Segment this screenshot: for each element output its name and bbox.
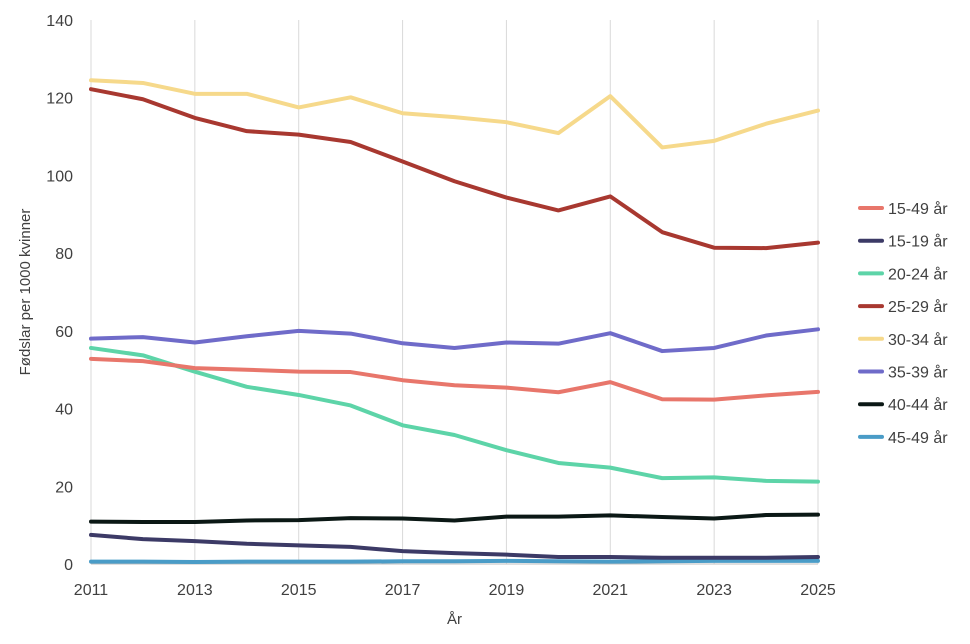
x-tick-label-2011: 2011 — [74, 582, 109, 599]
legend-label: 25-29 år — [888, 298, 948, 316]
y-axis-title: Fødslar per 1000 kvinner — [17, 209, 34, 376]
y-tick-label-0: 0 — [64, 557, 73, 574]
y-tick-label-100: 100 — [46, 168, 73, 185]
legend-item-25-29-r: 25-29 år — [858, 298, 948, 316]
x-tick-label-2013: 2013 — [177, 582, 213, 599]
x-tick-label-2023: 2023 — [696, 582, 732, 599]
legend: 15-49 år 15-19 år 20-24 år 25-29 år 30-34 år… — [858, 200, 948, 447]
y-tick-labels: 0 20 40 60 80 100 120 140 — [46, 13, 73, 574]
series-line-45-49-r — [89, 558, 820, 565]
legend-label: 15-19 år — [888, 233, 948, 251]
legend-label: 35-39 år — [888, 364, 948, 382]
x-tick-label-2021: 2021 — [592, 582, 628, 599]
x-tick-label-2019: 2019 — [489, 582, 525, 599]
series-line-15-49-r — [89, 356, 820, 402]
gridlines — [90, 20, 819, 564]
legend-label: 20-24 år — [888, 265, 948, 283]
series-line-35-39-r — [89, 327, 820, 354]
legend-label: 15-49 år — [888, 200, 948, 218]
series-lines — [89, 78, 820, 565]
y-tick-label-80: 80 — [55, 246, 73, 263]
y-tick-label-40: 40 — [55, 402, 73, 419]
y-tick-label-120: 120 — [46, 91, 73, 108]
legend-item-40-44-r: 40-44 år — [858, 396, 948, 414]
series-line-40-44-r — [89, 512, 820, 525]
x-tick-label-2025: 2025 — [800, 582, 836, 599]
legend-item-45-49-r: 45-49 år — [858, 429, 948, 447]
x-tick-labels: 2011 2013 2015 2017 2019 2021 2023 2025 — [74, 582, 836, 599]
legend-label: 40-44 år — [888, 396, 948, 414]
x-axis-title: År — [447, 611, 462, 628]
legend-item-35-39-r: 35-39 år — [858, 364, 948, 382]
series-line-25-29-r — [89, 87, 820, 251]
series-line-20-24-r — [89, 345, 820, 484]
series-line-30-34-r — [89, 78, 820, 150]
legend-item-20-24-r: 20-24 år — [858, 265, 948, 283]
legend-label: 45-49 år — [888, 429, 948, 447]
legend-label: 30-34 år — [888, 331, 948, 349]
y-tick-label-20: 20 — [55, 479, 73, 496]
x-tick-label-2015: 2015 — [281, 582, 317, 599]
legend-item-30-34-r: 30-34 år — [858, 331, 948, 349]
x-tick-label-2017: 2017 — [385, 582, 421, 599]
y-tick-label-140: 140 — [46, 13, 73, 30]
series-line-15-19-r — [89, 532, 820, 560]
legend-item-15-49-r: 15-49 år — [858, 200, 948, 218]
legend-item-15-19-r: 15-19 år — [858, 233, 948, 251]
y-tick-label-60: 60 — [55, 324, 73, 341]
